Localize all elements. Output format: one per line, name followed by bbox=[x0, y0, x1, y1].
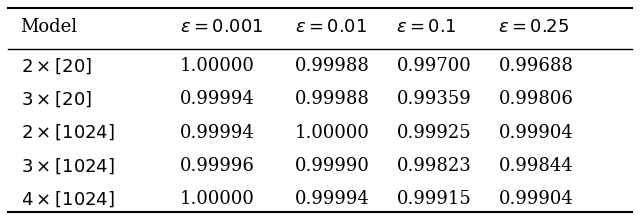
Text: $4 \times [1024]$: $4 \times [1024]$ bbox=[20, 190, 115, 209]
Text: 0.99359: 0.99359 bbox=[396, 90, 471, 108]
Text: 0.99688: 0.99688 bbox=[499, 57, 573, 75]
Text: $\epsilon = 0.01$: $\epsilon = 0.01$ bbox=[294, 18, 367, 36]
Text: 0.99904: 0.99904 bbox=[499, 124, 573, 142]
Text: 0.99988: 0.99988 bbox=[294, 57, 369, 75]
Text: 0.99915: 0.99915 bbox=[396, 190, 471, 208]
Text: $2 \times [20]$: $2 \times [20]$ bbox=[20, 56, 92, 76]
Text: $3 \times [1024]$: $3 \times [1024]$ bbox=[20, 156, 115, 176]
Text: 0.99823: 0.99823 bbox=[396, 157, 471, 175]
Text: 0.99994: 0.99994 bbox=[180, 90, 255, 108]
Text: 0.99904: 0.99904 bbox=[499, 190, 573, 208]
Text: 0.99844: 0.99844 bbox=[499, 157, 573, 175]
Text: 0.99988: 0.99988 bbox=[294, 90, 369, 108]
Text: $2 \times [1024]$: $2 \times [1024]$ bbox=[20, 123, 115, 142]
Text: $3 \times [20]$: $3 \times [20]$ bbox=[20, 90, 92, 109]
Text: $\epsilon = 0.001$: $\epsilon = 0.001$ bbox=[180, 18, 264, 36]
Text: $\epsilon = 0.1$: $\epsilon = 0.1$ bbox=[396, 18, 457, 36]
Text: 0.99994: 0.99994 bbox=[294, 190, 369, 208]
Text: Model: Model bbox=[20, 18, 77, 36]
Text: 1.00000: 1.00000 bbox=[180, 190, 255, 208]
Text: 0.99806: 0.99806 bbox=[499, 90, 573, 108]
Text: $\epsilon = 0.25$: $\epsilon = 0.25$ bbox=[499, 18, 570, 36]
Text: 1.00000: 1.00000 bbox=[294, 124, 369, 142]
Text: 0.99925: 0.99925 bbox=[396, 124, 471, 142]
Text: 0.99994: 0.99994 bbox=[180, 124, 255, 142]
Text: 0.99996: 0.99996 bbox=[180, 157, 255, 175]
Text: 0.99700: 0.99700 bbox=[396, 57, 471, 75]
Text: 1.00000: 1.00000 bbox=[180, 57, 255, 75]
Text: 0.99990: 0.99990 bbox=[294, 157, 369, 175]
